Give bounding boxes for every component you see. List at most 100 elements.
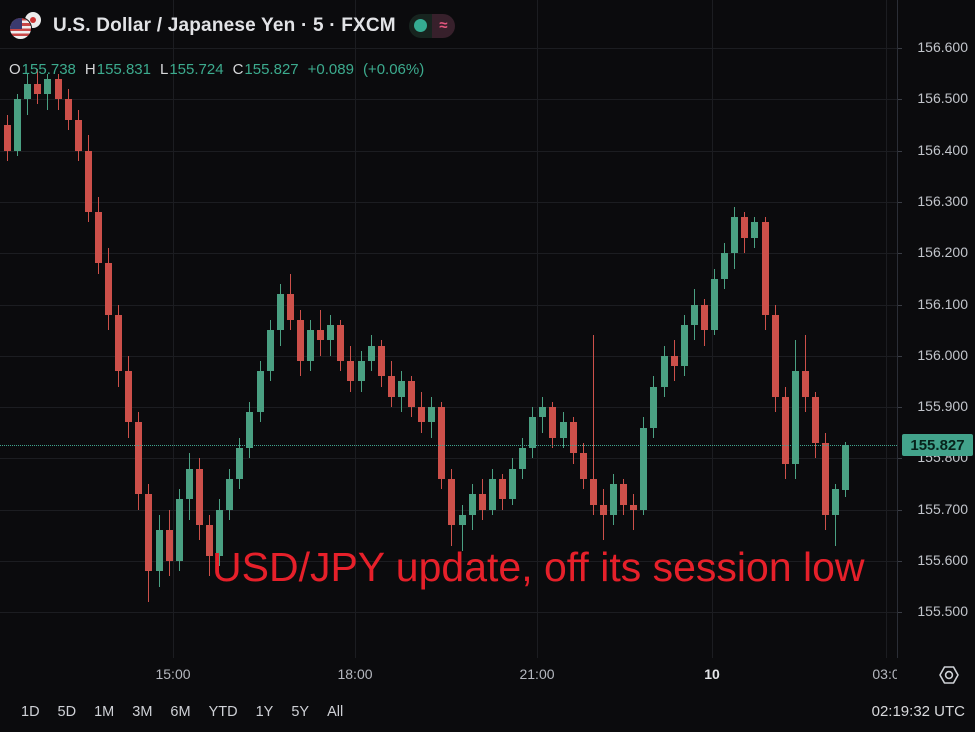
candle-body	[236, 448, 243, 479]
price-axis-label: 156.600	[917, 39, 968, 55]
time-axis-label: 03:0	[872, 666, 897, 682]
high-label: H	[84, 61, 96, 78]
axis-settings-button[interactable]	[937, 663, 961, 687]
approx-price-segment[interactable]: ≈	[431, 13, 455, 38]
candle-body	[610, 484, 617, 515]
range-button-all[interactable]: All	[318, 700, 352, 724]
candle-body	[782, 396, 789, 464]
candle-body	[842, 444, 849, 491]
grid-hline	[0, 305, 897, 306]
candle-body	[701, 304, 708, 331]
low-label: L	[159, 61, 169, 78]
candle-body	[115, 314, 122, 372]
candle-body	[14, 99, 21, 151]
us-flag-icon	[10, 18, 31, 39]
change-value: +0.089	[307, 61, 354, 78]
candle-body	[317, 330, 324, 341]
candle-body	[65, 99, 72, 120]
symbol-title[interactable]: U.S. Dollar / Japanese Yen · 5 · FXCM	[53, 14, 396, 36]
candle-body	[438, 407, 445, 479]
chart-pane[interactable]: USD/JPY update, off its session low	[0, 0, 897, 658]
price-tick	[898, 48, 902, 49]
candle-body	[246, 412, 253, 449]
range-button-ytd[interactable]: YTD	[200, 700, 247, 724]
candle-body	[822, 443, 829, 515]
grid-hline	[0, 202, 897, 203]
candle-body	[812, 396, 819, 443]
candle-body	[661, 355, 668, 387]
candle-wick	[633, 494, 634, 531]
candle-body	[24, 83, 31, 100]
range-button-1m[interactable]: 1M	[85, 700, 123, 724]
market-open-segment[interactable]	[408, 13, 432, 38]
annotation-text: USD/JPY update, off its session low	[212, 544, 865, 590]
candle-body	[459, 514, 466, 526]
candle-wick	[835, 484, 836, 546]
price-tick	[898, 253, 902, 254]
candle-body	[156, 530, 163, 572]
candle-body	[640, 427, 647, 510]
time-labels: 15:00 18:00 21:00 10 03:0	[0, 658, 897, 691]
price-axis-label: 156.200	[917, 244, 968, 260]
candle-body	[44, 78, 51, 95]
candle-body	[277, 294, 284, 331]
range-button-5d[interactable]: 5D	[49, 700, 86, 724]
candle-body	[398, 381, 405, 397]
bottom-toolbar: 1D 5D 1M 3M 6M YTD 1Y 5Y All 02:19:32 UTC	[0, 691, 975, 732]
candle-body	[267, 330, 274, 372]
candle-body	[489, 478, 496, 510]
candle-body	[479, 494, 486, 510]
candle-body	[519, 448, 526, 469]
candle-body	[539, 407, 546, 418]
candle-body	[206, 525, 213, 556]
change-percent: (+0.06%)	[362, 61, 425, 78]
price-axis-label: 156.000	[917, 347, 968, 363]
range-button-1d[interactable]: 1D	[12, 700, 49, 724]
grid-hline	[0, 253, 897, 254]
time-axis-label: 15:00	[155, 666, 191, 682]
candle-body	[499, 478, 506, 500]
candle-body	[75, 119, 82, 151]
grid-vline	[355, 0, 356, 658]
range-button-1y[interactable]: 1Y	[247, 700, 283, 724]
candle-body	[529, 417, 536, 449]
grid-vline	[173, 0, 174, 658]
ohlc-row: O 155.738 H 155.831 L 155.724 C 155.827 +0.0…	[9, 61, 424, 78]
candle-body	[469, 494, 476, 515]
candle-body	[762, 222, 769, 315]
candle-body	[792, 371, 799, 464]
time-axis[interactable]: 15:00 18:00 21:00 10 03:0	[0, 658, 975, 692]
symbol-header[interactable]: U.S. Dollar / Japanese Yen · 5 · FXCM ≈	[10, 12, 455, 39]
current-price-value: 155.827	[910, 436, 965, 454]
candle-body	[731, 217, 738, 254]
candle-body	[600, 504, 607, 515]
approx-icon: ≈	[439, 17, 448, 34]
candle-body	[196, 468, 203, 526]
candle-body	[590, 478, 597, 505]
price-axis-label: 156.300	[917, 193, 968, 209]
candle-body	[145, 494, 152, 572]
candle-body	[216, 509, 223, 556]
price-tick	[898, 305, 902, 306]
price-axis-label: 155.700	[917, 501, 968, 517]
candle-body	[388, 376, 395, 397]
price-axis[interactable]: 155.827 156.600 156.500 156.400 156.300 156.…	[897, 0, 975, 658]
candle-body	[620, 484, 627, 505]
candle-body	[509, 468, 516, 500]
range-button-6m[interactable]: 6M	[161, 700, 199, 724]
price-axis-label: 155.600	[917, 552, 968, 568]
open-value: 155.738	[21, 61, 76, 78]
candle-body	[721, 253, 728, 279]
range-button-3m[interactable]: 3M	[123, 700, 161, 724]
low-value: 155.724	[169, 61, 224, 78]
price-axis-label: 155.900	[917, 398, 968, 414]
open-label: O	[9, 61, 21, 78]
candle-body	[681, 325, 688, 367]
candle-body	[105, 263, 112, 315]
range-button-5y[interactable]: 5Y	[282, 700, 318, 724]
grid-hline	[0, 48, 897, 49]
candle-body	[832, 489, 839, 515]
clock[interactable]: 02:19:32 UTC	[871, 703, 965, 720]
market-status-toggle[interactable]: ≈	[408, 13, 455, 38]
candle-body	[186, 468, 193, 500]
